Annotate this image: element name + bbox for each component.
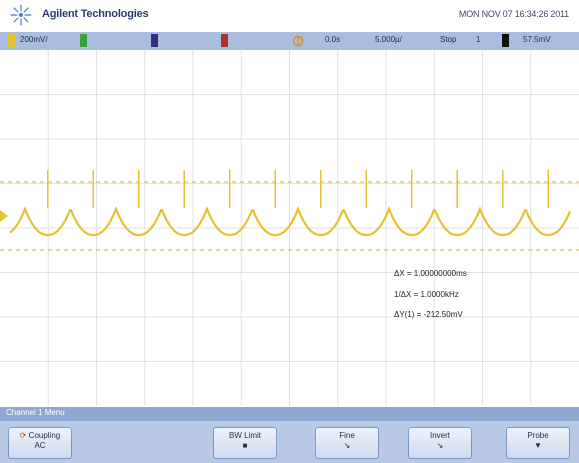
softkey-fine-label: Fine xyxy=(339,431,355,440)
channel-1-waveform xyxy=(9,206,572,237)
softkey-bw-limit-value: ■ xyxy=(242,441,248,450)
channel-3-indicator[interactable] xyxy=(151,34,158,47)
inverse-delta-x-readout: 1/ΔX = 1.0000kHz xyxy=(394,290,459,299)
channel-1-indicator[interactable] xyxy=(8,34,15,47)
softkey-bar: ⟳ Coupling AC BW Limit ■ Fine ↘ Invert ↘… xyxy=(0,421,579,463)
softkey-bw-limit[interactable]: BW Limit ■ xyxy=(213,427,277,459)
softkey-coupling-label: ⟳ Coupling xyxy=(19,431,61,440)
time-scale: 5.000µ/ xyxy=(375,35,402,44)
oscilloscope-grid xyxy=(0,50,579,406)
softkey-fine[interactable]: Fine ↘ xyxy=(315,427,379,459)
trigger-source: 1 xyxy=(476,35,481,44)
softkey-probe-value: ▼ xyxy=(534,441,542,450)
delta-y-readout: ΔY(1) = -212.50mV xyxy=(394,310,463,319)
channel-2-indicator[interactable] xyxy=(80,34,87,47)
run-state: Stop xyxy=(440,35,457,44)
softkey-probe[interactable]: Probe ▼ xyxy=(506,427,570,459)
datetime: MON NOV 07 16:34:26 2011 xyxy=(458,9,569,19)
ch1-scale: 200mV/ xyxy=(20,35,48,44)
menu-title: Channel 1 Menu xyxy=(6,408,65,417)
rotate-knob-icon: ⟳ xyxy=(19,431,27,440)
brand-name: Agilent Technologies xyxy=(42,8,149,20)
menu-title-bar: Channel 1 Menu xyxy=(0,407,579,421)
softkey-coupling[interactable]: ⟳ Coupling AC xyxy=(8,427,72,459)
softkey-fine-value: ↘ xyxy=(343,441,351,450)
channel-4-indicator[interactable] xyxy=(221,34,228,47)
time-offset: 0.0s xyxy=(325,35,341,44)
trigger-level: 57.5mV xyxy=(523,35,551,44)
softkey-coupling-value: AC xyxy=(34,441,46,450)
trigger-slope-icon xyxy=(502,34,509,47)
softkey-invert-label: Invert xyxy=(429,431,450,440)
softkey-probe-label: Probe xyxy=(527,431,549,440)
channel-1-ground-marker[interactable] xyxy=(0,210,8,222)
trigger-position-icon xyxy=(292,35,304,47)
softkey-invert[interactable]: Invert ↘ xyxy=(408,427,472,459)
softkey-invert-value: ↘ xyxy=(436,441,444,450)
agilent-logo-icon xyxy=(10,4,32,26)
header: Agilent Technologies MON NOV 07 16:34:26… xyxy=(0,0,579,30)
delta-x-readout: ΔX = 1.00000000ms xyxy=(394,269,467,278)
softkey-bw-limit-label: BW Limit xyxy=(229,431,261,440)
status-bar: 200mV/ 0.0s 5.000µ/ Stop 1 57.5mV xyxy=(0,32,579,50)
